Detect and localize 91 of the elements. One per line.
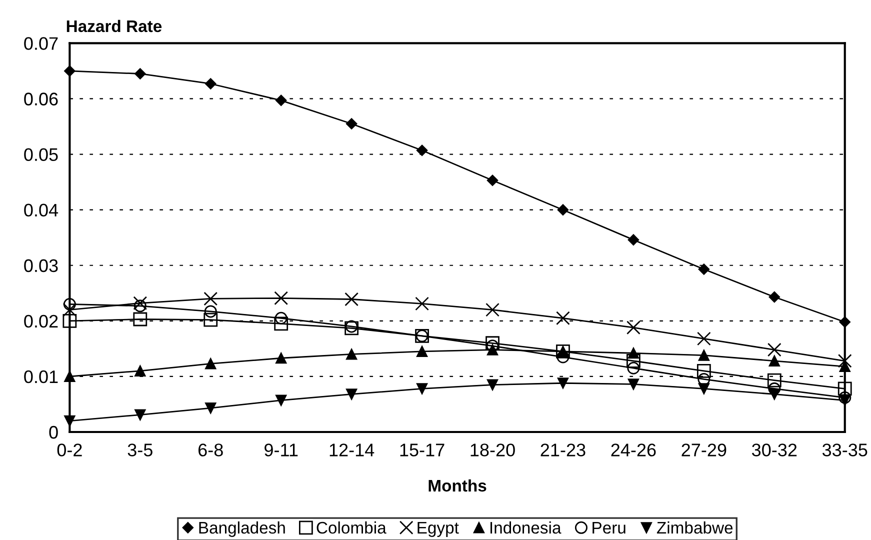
legend-label: Bangladesh	[199, 521, 285, 537]
x-axis-title: Months	[428, 479, 486, 492]
point	[557, 378, 569, 389]
legend-label: Zimbabwe	[656, 521, 733, 534]
point	[628, 378, 640, 390]
point	[768, 388, 780, 400]
point	[344, 292, 359, 306]
point	[767, 373, 782, 388]
point	[838, 391, 852, 404]
point	[415, 296, 429, 311]
point	[698, 264, 710, 275]
y-tick-label: 0.01	[24, 370, 58, 384]
point	[416, 346, 428, 358]
legend-label: Indonesia	[490, 521, 562, 534]
point	[839, 394, 850, 406]
point	[64, 65, 76, 77]
point	[626, 320, 640, 335]
point	[275, 94, 287, 106]
x-tick-label: 3-5	[128, 444, 152, 456]
x-tick-label: 33-35	[822, 444, 868, 456]
point	[345, 320, 358, 333]
legend-label: Egypt	[418, 522, 459, 537]
x-tick-label: 21-23	[540, 444, 586, 456]
point	[204, 305, 217, 318]
point	[839, 316, 850, 328]
x-tick-label: 9-11	[264, 444, 298, 456]
point	[696, 332, 711, 346]
point	[276, 394, 287, 406]
point	[274, 316, 288, 331]
point	[205, 358, 216, 370]
point	[486, 336, 500, 350]
point	[627, 362, 640, 374]
point	[486, 379, 498, 390]
point	[698, 383, 710, 394]
point	[768, 355, 780, 366]
point	[274, 291, 288, 306]
y-tick-label: 0.05	[24, 148, 58, 162]
point	[204, 292, 218, 306]
point	[416, 383, 428, 394]
point	[134, 68, 146, 80]
y-tick-label: 0.02	[24, 314, 58, 328]
point	[64, 415, 76, 426]
x-tick-label: 27-29	[682, 444, 726, 456]
point	[486, 302, 500, 317]
point	[276, 352, 287, 364]
point	[838, 354, 852, 368]
x-tick-label: 12-14	[330, 444, 374, 456]
point	[134, 365, 146, 376]
legend-label: Colombia	[316, 521, 386, 534]
point	[486, 340, 499, 352]
x-tick-label: 15-17	[400, 444, 444, 456]
point	[416, 144, 428, 156]
point	[62, 314, 77, 328]
point	[346, 388, 358, 400]
x-tick-label: 24-26	[611, 444, 656, 456]
x-tick-label: 18-20	[470, 444, 515, 456]
point	[628, 348, 640, 359]
point	[134, 300, 146, 312]
point	[344, 321, 359, 336]
point	[204, 312, 218, 327]
point	[838, 382, 852, 396]
point	[696, 364, 711, 378]
y-tick-label: 0.07	[24, 37, 58, 50]
y-tick-label: 0.06	[24, 92, 58, 106]
point	[63, 298, 76, 310]
point	[556, 311, 570, 326]
point	[628, 234, 640, 246]
point	[486, 174, 498, 186]
point	[698, 350, 710, 361]
point	[626, 354, 640, 368]
x-tick-label: 6-8	[198, 444, 223, 456]
point	[133, 312, 148, 326]
y-tick-label: 0.04	[24, 204, 58, 217]
point	[556, 350, 570, 364]
point	[205, 78, 216, 90]
point	[205, 402, 216, 414]
point	[346, 348, 358, 360]
point	[134, 409, 146, 420]
legend-label: Peru	[592, 522, 626, 534]
y-tick-label: 0	[49, 426, 58, 439]
point	[346, 118, 358, 130]
x-tick-label: 0-2	[57, 444, 82, 456]
point	[767, 342, 782, 357]
point	[64, 370, 76, 382]
point	[557, 204, 569, 216]
x-tick-label: 30-32	[752, 444, 797, 456]
point	[768, 291, 780, 303]
y-tick-label: 0.03	[24, 259, 58, 272]
point	[768, 382, 781, 395]
point	[274, 312, 288, 324]
y-axis-title: Hazard Rate	[66, 20, 162, 32]
